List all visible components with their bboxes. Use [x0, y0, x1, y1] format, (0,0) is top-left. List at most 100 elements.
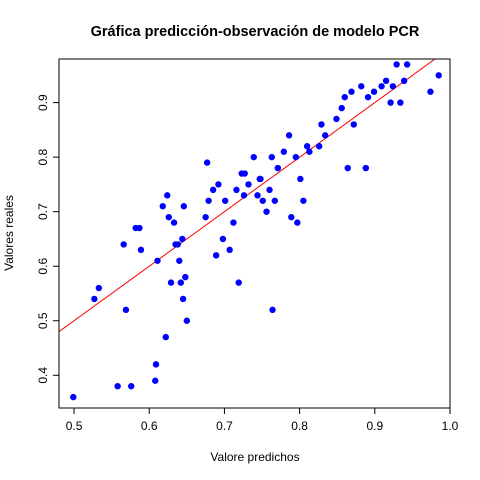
y-tick-label: 0.6 — [36, 258, 50, 275]
reference-line-layer — [59, 59, 436, 333]
data-point — [183, 317, 191, 324]
y-tick-label: 0.7 — [36, 203, 50, 220]
data-point — [341, 93, 348, 101]
data-point — [259, 197, 266, 204]
data-point — [70, 393, 77, 401]
data-point — [435, 72, 442, 79]
data-point — [403, 61, 411, 68]
x-tick-label: 0.8 — [291, 419, 308, 433]
data-point — [294, 219, 301, 226]
data-point — [382, 77, 390, 85]
y-axis-label: Valores reales — [2, 195, 16, 271]
data-point — [266, 186, 273, 194]
data-point — [170, 219, 178, 226]
data-point — [219, 235, 227, 243]
data-point — [378, 83, 385, 90]
data-point — [263, 208, 270, 215]
data-point — [162, 333, 169, 341]
data-point — [122, 306, 130, 314]
data-point — [370, 88, 378, 95]
data-point — [333, 115, 340, 123]
x-tick-label: 1.0 — [442, 419, 459, 433]
data-point — [180, 203, 188, 210]
data-point — [397, 99, 404, 106]
data-point — [114, 382, 121, 390]
data-point — [152, 361, 160, 368]
x-axis: 0.5 0.6 0.7 0.8 0.9 1.0 — [66, 407, 459, 433]
data-point — [300, 197, 307, 204]
x-tick-label: 0.6 — [141, 419, 158, 433]
data-point — [338, 104, 345, 112]
data-point — [245, 181, 252, 188]
data-point — [167, 279, 175, 286]
data-point — [127, 382, 135, 390]
data-point — [303, 143, 311, 150]
data-point — [137, 246, 145, 254]
data-point — [306, 148, 313, 155]
data-point — [274, 164, 282, 172]
data-points-layer — [70, 61, 442, 401]
data-point — [268, 153, 275, 161]
data-point — [400, 77, 408, 85]
data-point — [292, 153, 300, 161]
data-point — [233, 186, 240, 194]
data-point — [240, 192, 248, 199]
data-point — [182, 273, 189, 281]
data-point — [344, 164, 351, 172]
data-point — [257, 175, 264, 183]
y-axis: 0.4 0.5 0.6 0.7 0.8 0.9 — [36, 94, 60, 384]
data-point — [250, 153, 257, 161]
data-point — [154, 257, 161, 264]
data-point — [288, 213, 295, 221]
data-point — [174, 241, 182, 248]
data-point — [209, 186, 217, 194]
data-point — [136, 224, 143, 232]
data-point — [285, 132, 293, 139]
x-tick-label: 0.5 — [66, 419, 83, 433]
data-point — [120, 241, 127, 248]
y-tick-label: 0.8 — [36, 148, 50, 165]
data-point — [91, 295, 98, 303]
y-tick-label: 0.4 — [36, 367, 50, 384]
data-point — [230, 219, 237, 226]
y-tick-label: 0.9 — [36, 94, 50, 111]
data-point — [350, 121, 357, 128]
x-axis-label: Valore predichos — [210, 450, 299, 464]
data-point — [427, 88, 434, 95]
data-point — [364, 93, 372, 101]
data-point — [226, 246, 233, 254]
data-point — [254, 192, 261, 199]
y-tick-label: 0.5 — [36, 312, 50, 329]
data-point — [387, 99, 394, 106]
data-point — [358, 83, 365, 90]
data-point — [389, 83, 397, 90]
data-point — [203, 159, 211, 166]
data-point — [235, 279, 242, 286]
data-point — [177, 279, 185, 286]
data-point — [221, 197, 229, 204]
data-point — [179, 295, 187, 303]
data-point — [280, 148, 288, 155]
data-point — [176, 257, 183, 264]
data-point — [315, 143, 323, 150]
x-tick-label: 0.9 — [366, 419, 383, 433]
data-point — [321, 132, 329, 139]
data-point — [164, 192, 171, 199]
data-point — [271, 197, 279, 204]
data-point — [269, 306, 276, 314]
data-point — [159, 203, 166, 210]
data-point — [205, 197, 212, 204]
data-point — [179, 235, 186, 243]
data-point — [152, 377, 159, 384]
data-point — [348, 88, 355, 95]
data-point — [202, 213, 209, 221]
data-point — [297, 175, 304, 183]
chart-title: Gráfica predicción-observación de modelo… — [91, 24, 420, 40]
data-point — [362, 164, 369, 172]
data-point — [241, 170, 248, 177]
data-point — [393, 61, 400, 68]
data-point — [215, 181, 222, 188]
data-point — [95, 284, 103, 292]
data-point — [212, 252, 220, 259]
